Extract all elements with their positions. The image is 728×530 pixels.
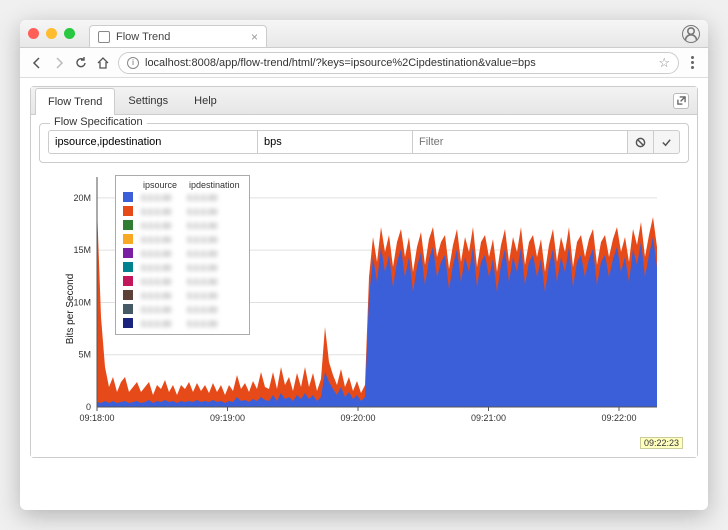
svg-text:09:18:00: 09:18:00: [79, 413, 114, 423]
panel-body: Flow Specification Bits per Second 0 5M 10…: [31, 115, 697, 457]
clear-button[interactable]: [628, 130, 654, 154]
svg-text:5M: 5M: [78, 350, 91, 360]
page-icon: [98, 31, 110, 43]
chart: Bits per Second 0 5M 10M 15M 20M 09:18:00 09:1…: [39, 169, 689, 449]
browser-toolbar: i localhost:8008/app/flow-trend/html/?ke…: [20, 48, 708, 78]
forward-button[interactable]: [52, 56, 66, 70]
timestamp-badge: 09:22:23: [640, 437, 683, 449]
page-content: Flow Trend Settings Help Flow Specificat…: [20, 78, 708, 510]
tab-flow-trend[interactable]: Flow Trend: [35, 88, 115, 115]
fieldset-legend: Flow Specification: [50, 116, 147, 128]
home-button[interactable]: [96, 56, 110, 70]
svg-text:10M: 10M: [73, 297, 91, 307]
browser-tab[interactable]: Flow Trend ×: [89, 25, 267, 47]
svg-text:0: 0: [86, 402, 91, 412]
window-controls: [28, 28, 75, 39]
submit-button[interactable]: [654, 130, 680, 154]
tab-settings[interactable]: Settings: [115, 87, 181, 114]
popout-button[interactable]: [673, 93, 689, 109]
titlebar: Flow Trend ×: [20, 20, 708, 48]
spec-row: [48, 130, 680, 154]
tab-help[interactable]: Help: [181, 87, 230, 114]
address-bar[interactable]: i localhost:8008/app/flow-trend/html/?ke…: [118, 52, 679, 74]
svg-text:20M: 20M: [73, 193, 91, 203]
close-window-button[interactable]: [28, 28, 39, 39]
metric-input[interactable]: [258, 130, 413, 154]
panel-tabs: Flow Trend Settings Help: [31, 87, 697, 115]
svg-text:09:21:00: 09:21:00: [471, 413, 506, 423]
browser-tabstrip: Flow Trend ×: [89, 20, 682, 47]
tab-title: Flow Trend: [116, 31, 170, 43]
url-text: localhost:8008/app/flow-trend/html/?keys…: [145, 57, 536, 69]
minimize-window-button[interactable]: [46, 28, 57, 39]
site-info-icon[interactable]: i: [127, 57, 139, 69]
svg-text:09:19:00: 09:19:00: [210, 413, 245, 423]
filter-input[interactable]: [413, 130, 628, 154]
svg-text:09:22:00: 09:22:00: [601, 413, 636, 423]
keys-input[interactable]: [48, 130, 258, 154]
back-button[interactable]: [30, 56, 44, 70]
flow-spec-fieldset: Flow Specification: [39, 123, 689, 163]
bookmark-icon[interactable]: ☆: [658, 55, 670, 71]
zoom-window-button[interactable]: [64, 28, 75, 39]
y-axis-label: Bits per Second: [65, 274, 76, 345]
menu-button[interactable]: [687, 56, 698, 69]
browser-window: Flow Trend × i localhost:8008/app/flow-t…: [20, 20, 708, 510]
chart-legend: ipsourceipdestination0.0.0.000.0.0.000.0…: [115, 175, 250, 335]
profile-icon[interactable]: [682, 25, 700, 43]
main-panel: Flow Trend Settings Help Flow Specificat…: [30, 86, 698, 458]
svg-text:15M: 15M: [73, 245, 91, 255]
reload-button[interactable]: [74, 56, 88, 70]
svg-text:09:20:00: 09:20:00: [340, 413, 375, 423]
close-tab-icon[interactable]: ×: [251, 30, 258, 44]
